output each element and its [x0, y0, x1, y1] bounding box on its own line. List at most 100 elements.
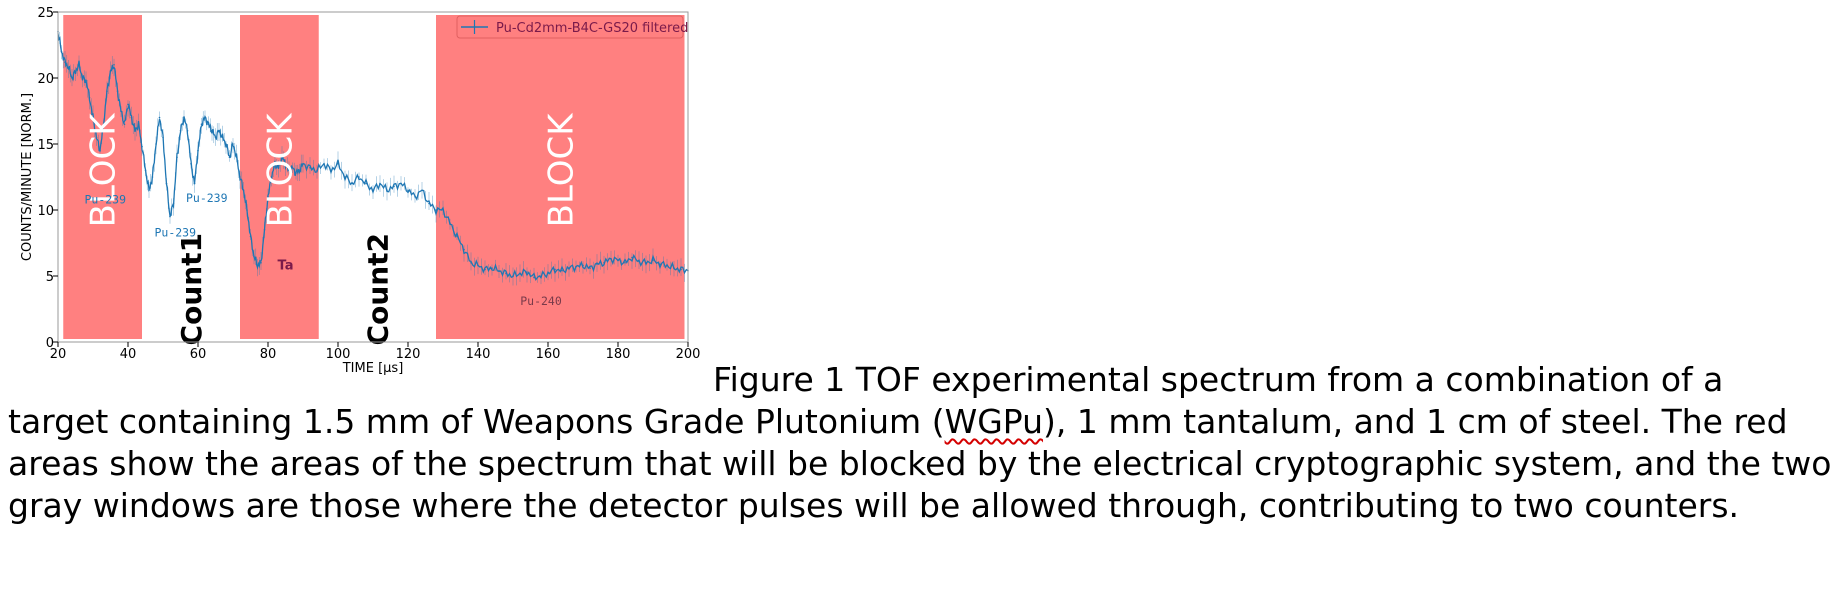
- data-point: [624, 262, 626, 264]
- data-point: [470, 262, 472, 264]
- data-point: [228, 156, 231, 158]
- data-point: [603, 262, 605, 264]
- data-point: [645, 262, 647, 264]
- data-point: [123, 123, 126, 125]
- x-tick-label: 120: [396, 347, 421, 362]
- data-point: [169, 215, 171, 218]
- data-point: [442, 209, 444, 211]
- series-layer: [57, 28, 689, 286]
- axes-layer: 20 40 60 80 100 120 140 160 180 200 0 5 10 15 20 25: [37, 6, 700, 362]
- data-point: [137, 123, 140, 125]
- x-tick-label: 80: [260, 347, 277, 362]
- data-point: [158, 116, 161, 119]
- data-point: [106, 90, 108, 92]
- peak-annotation: Pu-239: [84, 192, 126, 206]
- data-point: [144, 169, 147, 172]
- data-point: [372, 189, 374, 191]
- data-point: [379, 182, 381, 185]
- data-point: [617, 259, 619, 261]
- data-point: [235, 156, 238, 158]
- legend-box: [456, 15, 684, 39]
- data-point: [561, 269, 563, 272]
- data-point: [249, 235, 252, 238]
- y-tick-label: 0: [46, 336, 54, 351]
- data-point: [148, 189, 150, 191]
- data-point: [512, 275, 514, 277]
- data-point: [260, 262, 262, 264]
- data-point: [130, 116, 133, 119]
- data-point: [330, 169, 332, 172]
- peak-annotation: Pu-239: [186, 191, 228, 205]
- data-point: [214, 136, 217, 139]
- data-point: [358, 176, 360, 178]
- caption-line-2-end: ), 1 mm tantalum, and 1 cm of steel. The…: [1043, 402, 1788, 441]
- data-point: [60, 50, 63, 53]
- data-point: [176, 156, 178, 158]
- data-point: [78, 64, 80, 66]
- data-point: [116, 90, 119, 92]
- data-point: [267, 196, 269, 198]
- data-point: [95, 136, 98, 139]
- data-point: [74, 70, 77, 73]
- data-point: [652, 259, 654, 261]
- data-point: [92, 116, 94, 119]
- data-point: [277, 166, 280, 169]
- data-point: [85, 79, 87, 82]
- x-tick-label: 160: [536, 347, 561, 362]
- x-tick-label: 60: [190, 347, 207, 362]
- block-region-label: BLOCK: [84, 112, 124, 228]
- count-window-label: Count1: [175, 233, 208, 346]
- block-region-label: BLOCK: [260, 112, 300, 228]
- caption-line-2: target containing 1.5 mm of Weapons Grad…: [8, 405, 1788, 438]
- peak-annotation: Pu-240: [520, 294, 562, 308]
- data-point: [638, 260, 640, 263]
- data-point: [547, 272, 549, 275]
- data-point: [127, 103, 129, 106]
- data-point: [218, 130, 220, 132]
- data-point: [113, 64, 115, 66]
- x-tick-label: 180: [606, 347, 631, 362]
- data-point: [197, 149, 199, 152]
- data-point: [323, 163, 325, 165]
- y-tick-label: 10: [37, 204, 54, 219]
- data-point: [491, 267, 493, 269]
- data-point: [186, 130, 189, 132]
- data-point: [270, 176, 273, 178]
- caption-line-3: areas show the areas of the spectrum tha…: [8, 447, 1830, 480]
- data-point: [179, 130, 182, 132]
- data-point: [253, 255, 255, 257]
- data-point: [505, 272, 507, 275]
- series-line: [57, 33, 689, 281]
- data-point: [207, 123, 210, 125]
- data-point: [81, 77, 84, 79]
- data-point: [680, 268, 682, 271]
- data-point: [337, 163, 339, 165]
- legend-label: Pu-Cd2mm-B4C-GS20 filtered: [496, 21, 688, 36]
- data-point: [666, 264, 668, 267]
- data-point: [284, 163, 287, 165]
- region-layer: [63, 15, 685, 339]
- data-point: [414, 196, 416, 198]
- y-tick-label: 15: [37, 138, 54, 153]
- data-point: [193, 182, 196, 185]
- data-point: [239, 176, 241, 178]
- block-region-label: BLOCK: [541, 112, 581, 228]
- data-point: [498, 269, 500, 272]
- data-point: [435, 209, 437, 211]
- data-point: [659, 263, 661, 265]
- data-point: [519, 272, 521, 275]
- x-tick-label: 200: [676, 347, 701, 362]
- data-point: [155, 143, 157, 145]
- blocked-region: [240, 15, 319, 339]
- data-point: [172, 202, 175, 205]
- spellcheck-flagged-word: WGPu: [944, 402, 1044, 441]
- data-point: [533, 276, 535, 279]
- data-point: [449, 222, 451, 224]
- data-point: [631, 256, 633, 259]
- y-tick-label: 25: [37, 6, 54, 21]
- data-point: [456, 235, 458, 238]
- data-point: [589, 267, 591, 269]
- x-tick-label: 100: [326, 347, 351, 362]
- data-point: [141, 145, 143, 148]
- data-point: [291, 166, 294, 169]
